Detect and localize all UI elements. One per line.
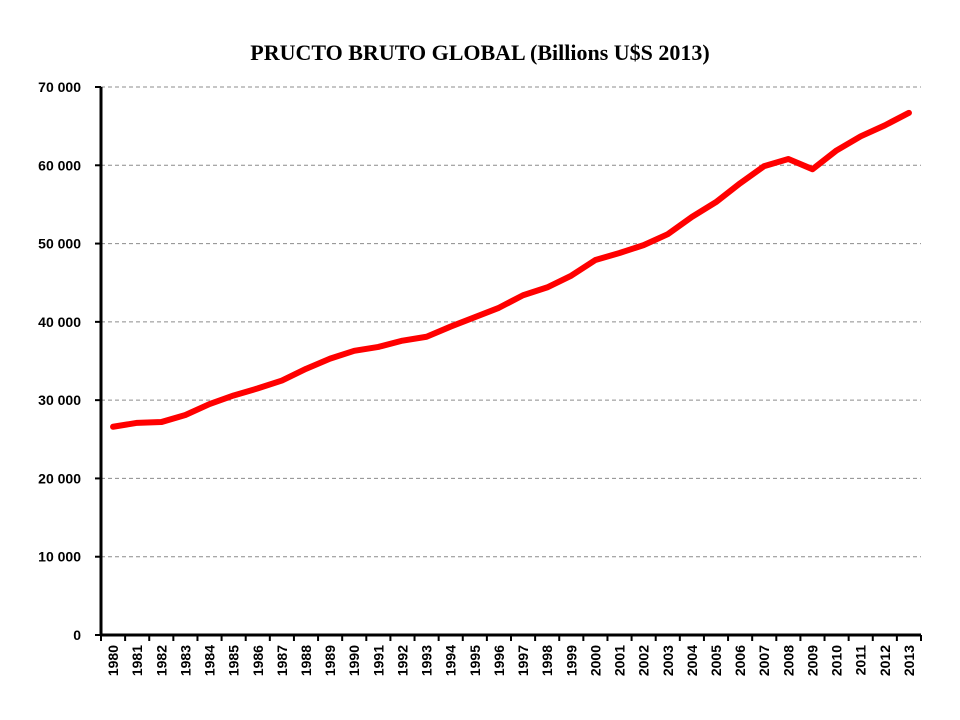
x-tick-label: 2008 [780, 645, 796, 676]
series-line [110, 109, 912, 430]
x-tick-label: 2001 [612, 645, 628, 676]
gridlines [101, 86, 921, 558]
x-tick-label: 1992 [394, 645, 410, 676]
axes [99, 87, 921, 637]
x-tick-label: 2004 [684, 645, 700, 676]
y-tick-label: 30 000 [38, 392, 81, 408]
y-tick-label: 40 000 [38, 314, 81, 330]
x-tick-label: 1993 [419, 645, 435, 676]
x-tick-label: 2000 [587, 645, 603, 676]
x-tick-label: 1983 [177, 645, 193, 676]
x-tick-label: 1996 [491, 645, 507, 676]
x-axis-ticks: 1980 1981 1982 1983 1984 1985 1986 1987 1988 1989… [100, 635, 922, 676]
x-tick-label: 1997 [515, 645, 531, 676]
x-tick-label: 2011 [853, 645, 869, 676]
x-tick-label: 1989 [322, 645, 338, 676]
y-tick-label: 60 000 [38, 157, 81, 173]
x-tick-label: 1994 [443, 645, 459, 676]
x-tick-label: 1991 [370, 645, 386, 676]
x-tick-label: 2013 [901, 645, 917, 676]
y-tick-label: 50 000 [38, 236, 81, 252]
x-tick-label: 1998 [539, 645, 555, 676]
x-tick-label: 2012 [877, 645, 893, 676]
series-layer [110, 109, 912, 430]
x-tick-label: 1980 [105, 645, 121, 676]
x-tick-label: 1986 [250, 645, 266, 676]
x-tick-label: 1988 [298, 645, 314, 676]
x-tick-label: 2007 [756, 645, 772, 676]
x-tick-label: 2009 [804, 645, 820, 676]
y-axis-ticks: 0 10 000 20 000 30 000 40 000 50 000 60 000 70 … [38, 79, 101, 643]
x-tick-label: 2003 [660, 645, 676, 676]
x-tick-label: 2010 [829, 645, 845, 676]
y-tick-label: 20 000 [38, 470, 81, 486]
x-tick-label: 1984 [202, 645, 218, 676]
x-tick-label: 1985 [226, 645, 242, 676]
x-tick-label: 1982 [153, 645, 169, 676]
y-tick-label: 70 000 [38, 79, 81, 95]
x-tick-label: 2005 [708, 645, 724, 676]
x-tick-label: 1995 [467, 645, 483, 676]
x-tick-label: 1990 [346, 645, 362, 676]
x-tick-label: 2006 [732, 645, 748, 676]
x-tick-label: 1999 [563, 645, 579, 676]
y-tick-label: 10 000 [38, 549, 81, 565]
x-tick-label: 2002 [636, 645, 652, 676]
x-tick-label: 1987 [274, 645, 290, 676]
chart-title: PRUCTO BRUTO GLOBAL (Billions U$S 2013) [250, 40, 710, 65]
y-tick-label: 0 [73, 627, 81, 643]
x-tick-label: 1981 [129, 645, 145, 676]
